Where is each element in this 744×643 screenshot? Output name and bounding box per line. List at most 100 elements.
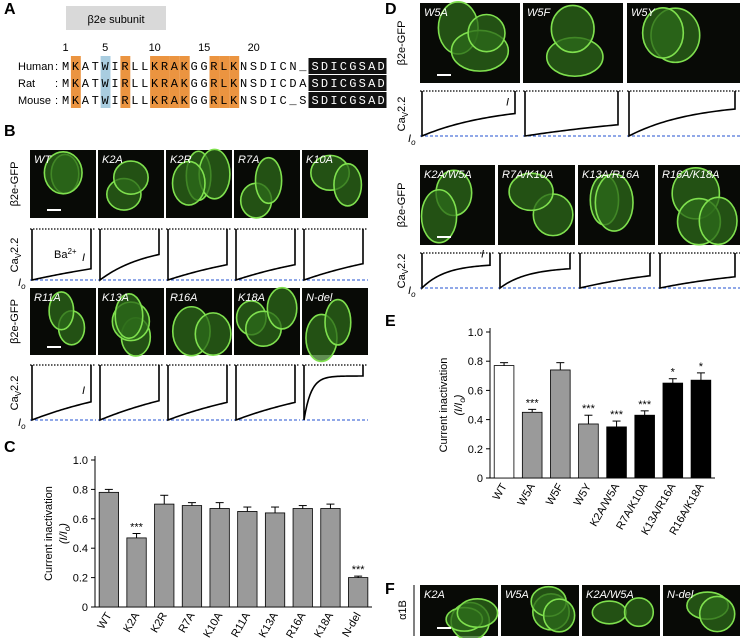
bar xyxy=(578,423,599,479)
peak-current-label: Io xyxy=(18,417,26,431)
cell xyxy=(641,7,685,59)
bar xyxy=(662,382,684,479)
y-tick-label: 0.8 xyxy=(468,356,483,368)
species-name: Mouse xyxy=(18,95,51,107)
image-row-label: β2e-GFP xyxy=(9,162,21,207)
bar xyxy=(237,511,258,608)
cell xyxy=(508,172,554,212)
residue-highlight xyxy=(150,56,160,108)
x-tick-label: W5F xyxy=(544,481,566,507)
cell xyxy=(114,293,144,340)
y-tick-label: 0 xyxy=(477,473,483,485)
sequence: MKATWIRLLKRAKGGRLKNSDICDA xyxy=(62,77,307,91)
x-tick-label: K13A xyxy=(257,610,281,638)
peak-current-label-part: I xyxy=(18,277,21,289)
residue-highlight xyxy=(169,56,180,108)
cell xyxy=(698,196,738,246)
bar xyxy=(521,411,543,479)
peak-current-label-part: o xyxy=(21,282,26,291)
x-tick-label: N-del xyxy=(340,611,364,639)
x-tick-label: W5A xyxy=(515,481,538,508)
significance: * xyxy=(699,361,704,373)
current-label: CaV2.2 xyxy=(396,97,410,132)
current-label-part: V xyxy=(14,252,23,258)
image-row-label: β2e-GFP xyxy=(396,183,408,228)
x-tick-label: R7A xyxy=(176,610,197,635)
position-number: 10 xyxy=(149,42,161,54)
tail-box xyxy=(308,92,387,108)
current-trace xyxy=(235,229,296,282)
peak-current-label-part: I xyxy=(18,417,21,429)
peak-current-label-part: I xyxy=(408,285,411,297)
late-current-label: I xyxy=(481,248,484,260)
tile-label: K2R xyxy=(170,154,191,166)
y-tick-label: 0.2 xyxy=(73,573,88,585)
significance: *** xyxy=(130,522,144,534)
current-label-part: V xyxy=(401,268,410,274)
panel-label: E xyxy=(385,313,396,330)
title-box xyxy=(66,6,166,30)
current-trace xyxy=(303,229,364,282)
x-tick-label: K10A xyxy=(201,610,225,638)
tile-label: N-del xyxy=(306,292,333,304)
tile-label: R16A/K18A xyxy=(662,169,719,181)
cell xyxy=(48,291,75,331)
peak-current-label-part: o xyxy=(411,138,416,147)
bar xyxy=(98,491,119,608)
y-tick-label: 0.4 xyxy=(468,415,483,427)
cell xyxy=(43,151,83,195)
peak-current-label-part: o xyxy=(21,422,26,431)
cell xyxy=(254,156,283,205)
tile-label: R11A xyxy=(34,292,61,304)
residue-highlight xyxy=(100,56,111,108)
current-trace xyxy=(31,365,92,422)
bar xyxy=(634,414,655,479)
tile-label: R7A xyxy=(238,154,259,166)
x-tick-label: WT xyxy=(491,481,510,502)
current-trace xyxy=(421,253,491,290)
cell xyxy=(591,600,628,625)
current-label-part: V xyxy=(14,390,23,396)
tile-label: K2A/W5A xyxy=(586,589,634,601)
cell xyxy=(112,160,149,195)
current-label-part: 2.2 xyxy=(9,376,21,391)
significance: * xyxy=(671,367,676,379)
tile-label: N-del xyxy=(667,589,694,601)
y-axis-label: Current inactivation xyxy=(43,486,55,581)
bar xyxy=(348,577,369,608)
sequence: MKATWIRLLKRAKGGRLKNSDICN_ xyxy=(62,60,307,74)
late-current-label: I xyxy=(82,252,85,264)
tile-label: K10A xyxy=(306,154,333,166)
y-axis-label-part: (I/I xyxy=(58,531,70,544)
panel-label: B xyxy=(4,123,16,140)
cell xyxy=(456,598,499,629)
significance: *** xyxy=(352,564,366,576)
panel-label: C xyxy=(4,439,16,456)
peak-current-label: Io xyxy=(408,133,416,147)
species-name: Human xyxy=(18,61,53,73)
tile-label: K13A xyxy=(102,292,129,304)
cell xyxy=(623,597,655,628)
y-axis-label-part: o xyxy=(63,526,72,531)
tail-box xyxy=(308,58,387,74)
current-trace xyxy=(99,229,160,282)
separator: : xyxy=(55,95,58,107)
y-axis-label-part: o xyxy=(458,398,467,403)
panel-label: A xyxy=(4,1,16,18)
bar xyxy=(606,426,627,479)
tile-label: WT xyxy=(34,154,52,166)
cell xyxy=(542,598,576,633)
bar xyxy=(493,365,515,479)
separator: : xyxy=(55,78,58,90)
ion-label-part: Ba xyxy=(54,249,68,261)
cell xyxy=(324,298,352,346)
residue-highlight xyxy=(160,56,170,108)
current-label-part: V xyxy=(401,111,410,117)
bar xyxy=(550,369,571,479)
bar xyxy=(320,508,341,608)
bar xyxy=(126,537,147,608)
current-trace xyxy=(499,253,571,290)
current-label-part: 2.2 xyxy=(396,254,408,269)
tile-label: W5Y xyxy=(631,7,656,19)
